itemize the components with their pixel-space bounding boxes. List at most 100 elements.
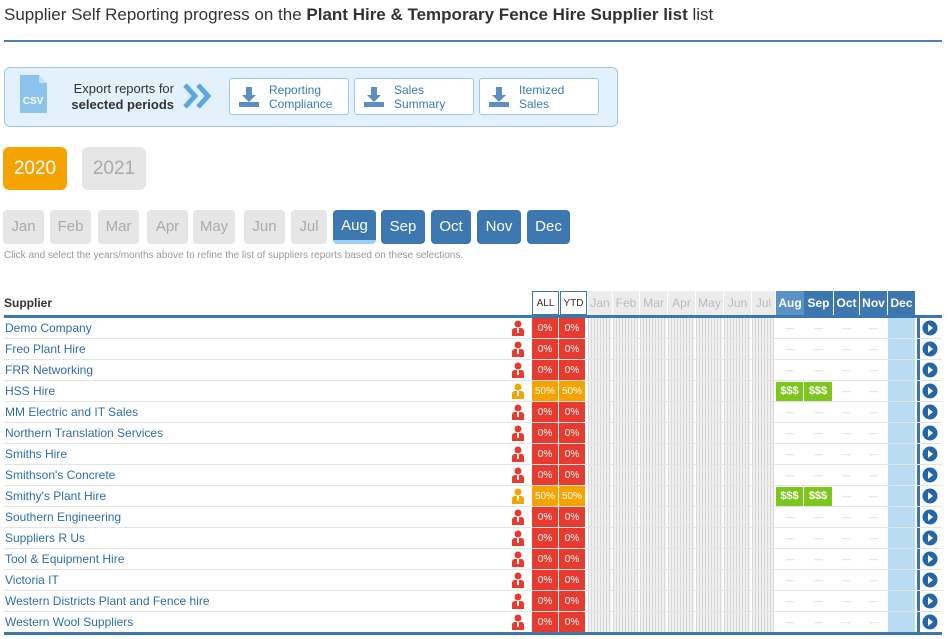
month-cell-disabled — [696, 423, 722, 444]
sales-reported-badge[interactable]: $$$ — [776, 382, 803, 401]
export-itemized-sales-button[interactable]: Itemized Sales — [479, 78, 599, 115]
supplier-name-link[interactable]: Smithy's Plant Hire — [5, 489, 106, 503]
month-cell-disabled — [613, 528, 638, 549]
play-arrow-icon[interactable] — [922, 341, 938, 357]
month-cell-dec — [888, 339, 915, 360]
sales-reported-badge[interactable]: $$$ — [804, 382, 832, 401]
month-cell-empty: — — [785, 344, 795, 354]
month-cell-empty: — — [842, 428, 851, 438]
supplier-name-link[interactable]: Suppliers R Us — [5, 531, 86, 545]
month-mar-button[interactable]: Mar — [98, 210, 139, 244]
play-arrow-icon[interactable] — [922, 551, 938, 567]
month-jun-button[interactable]: Jun — [244, 210, 285, 244]
month-cell-empty: — — [842, 386, 851, 396]
month-sep-button[interactable]: Sep — [381, 210, 425, 244]
supplier-name-link[interactable]: HSS Hire — [5, 384, 56, 398]
supplier-name-link[interactable]: Southern Engineering — [5, 510, 122, 524]
table-row: Smithy's Plant Hire 50% 50% $$$ $$$ — — — [4, 486, 942, 507]
sales-reported-badge[interactable]: $$$ — [804, 487, 832, 506]
all-percent: 0% — [532, 360, 558, 381]
month-cell-disabled — [588, 339, 611, 360]
play-arrow-icon[interactable] — [922, 509, 938, 525]
play-arrow-icon[interactable] — [922, 467, 938, 483]
month-cell-empty: — — [785, 533, 795, 543]
month-cell-disabled — [752, 444, 774, 465]
month-cell-disabled — [588, 528, 611, 549]
month-cell-empty: — — [842, 575, 851, 585]
month-cell-disabled — [613, 486, 638, 507]
month-cell-disabled — [752, 423, 774, 444]
month-cell-empty: — — [842, 449, 851, 459]
supplier-name-link[interactable]: Western Wool Suppliers — [5, 615, 134, 629]
month-cell-dec — [888, 444, 915, 465]
month-cell-empty: — — [842, 596, 851, 606]
row-separator — [4, 464, 942, 465]
month-cell-disabled — [588, 318, 611, 339]
month-nov-button[interactable]: Nov — [477, 210, 521, 244]
year-2021-button[interactable]: 2021 — [82, 147, 146, 190]
month-cell-disabled — [640, 318, 666, 339]
export-sales-summary-button[interactable]: Sales Summary — [354, 78, 474, 115]
play-arrow-icon[interactable] — [922, 446, 938, 462]
play-arrow-icon[interactable] — [922, 530, 938, 546]
month-jul-button[interactable]: Jul — [291, 210, 327, 244]
supplier-name-link[interactable]: Smiths Hire — [5, 447, 68, 461]
row-divider-bar — [917, 528, 920, 549]
row-divider-bar — [917, 423, 920, 444]
play-arrow-icon[interactable] — [922, 320, 938, 336]
all-column-header[interactable]: ALL — [532, 291, 559, 315]
person-status-icon — [511, 425, 525, 441]
row-separator — [4, 359, 942, 360]
month-jan-button[interactable]: Jan — [3, 210, 44, 244]
month-aug-button[interactable]: Aug — [333, 210, 376, 244]
all-percent: 0% — [532, 528, 558, 549]
row-divider-bar — [917, 318, 920, 339]
play-arrow-icon[interactable] — [922, 593, 938, 609]
export-reporting-compliance-button[interactable]: Reporting Compliance — [229, 78, 349, 115]
table-row: Freo Plant Hire 0% 0% — — — — — [4, 339, 942, 360]
month-cell-dec — [888, 381, 915, 402]
export-panel: CSV Export reports for selected periods … — [4, 67, 618, 127]
month-cell-disabled — [640, 444, 666, 465]
supplier-name-link[interactable]: Smithson's Concrete — [5, 468, 116, 482]
sales-reported-badge[interactable]: $$$ — [776, 487, 803, 506]
month-cell-disabled — [696, 402, 722, 423]
all-percent: 0% — [532, 549, 558, 570]
supplier-name-link[interactable]: Northern Translation Services — [5, 426, 164, 440]
person-status-icon — [511, 404, 525, 420]
month-cell-empty: — — [785, 428, 795, 438]
month-oct-button[interactable]: Oct — [431, 210, 471, 244]
ytd-percent: 0% — [559, 612, 585, 633]
month-may-button[interactable]: May — [193, 210, 235, 244]
supplier-name-link[interactable]: Tool & Equipment Hire — [5, 552, 125, 566]
row-separator — [4, 506, 942, 507]
month-dec-button[interactable]: Dec — [527, 210, 570, 244]
play-arrow-icon[interactable] — [922, 614, 938, 630]
supplier-name-link[interactable]: MM Electric and IT Sales — [5, 405, 139, 419]
supplier-name-link[interactable]: Freo Plant Hire — [5, 342, 86, 356]
year-2020-button[interactable]: 2020 — [3, 147, 67, 190]
supplier-name-link[interactable]: Demo Company — [5, 321, 92, 335]
row-divider-bar — [917, 402, 920, 423]
play-arrow-icon[interactable] — [922, 404, 938, 420]
month-cell-disabled — [613, 465, 638, 486]
month-cell-disabled — [724, 318, 750, 339]
person-status-icon — [511, 383, 525, 399]
month-cell-disabled — [724, 465, 750, 486]
supplier-name-link[interactable]: Victoria IT — [5, 573, 59, 587]
play-arrow-icon[interactable] — [922, 488, 938, 504]
play-arrow-icon[interactable] — [922, 572, 938, 588]
play-arrow-icon[interactable] — [922, 362, 938, 378]
ytd-column-header[interactable]: YTD — [560, 291, 587, 315]
all-percent: 0% — [532, 339, 558, 360]
month-cell-empty: — — [785, 323, 795, 333]
play-arrow-icon[interactable] — [922, 383, 938, 399]
table-row: Suppliers R Us 0% 0% — — — — — [4, 528, 942, 549]
month-apr-button[interactable]: Apr — [147, 210, 188, 244]
supplier-name-link[interactable]: Western Districts Plant and Fence hire — [5, 594, 210, 608]
month-cell-disabled — [588, 486, 611, 507]
ytd-percent: 0% — [559, 444, 585, 465]
play-arrow-icon[interactable] — [922, 425, 938, 441]
supplier-name-link[interactable]: FRR Networking — [5, 363, 94, 377]
month-feb-button[interactable]: Feb — [50, 210, 91, 244]
